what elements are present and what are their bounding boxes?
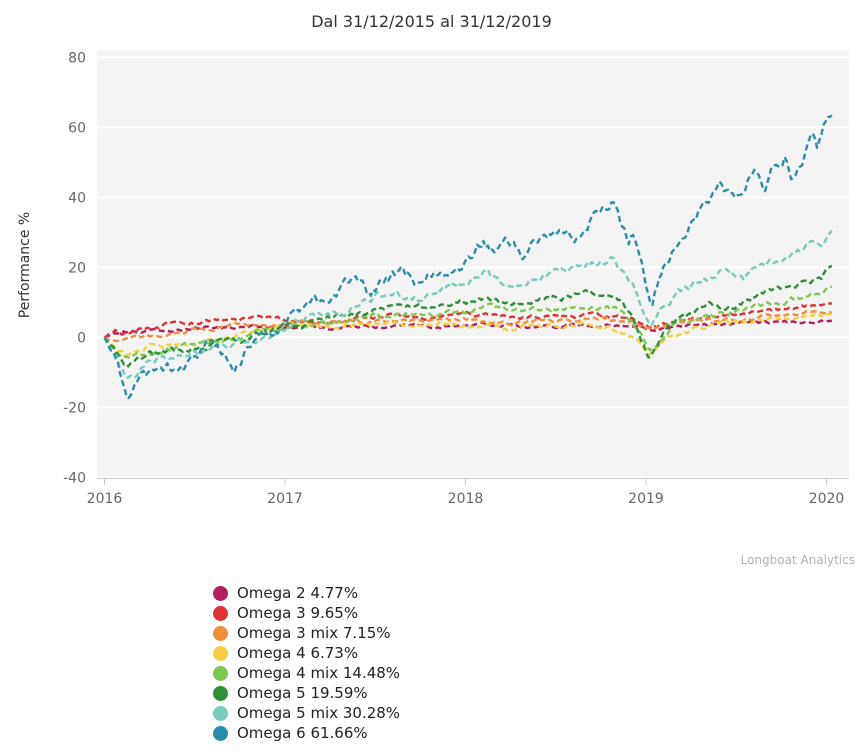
series-line-omega-6: [103, 114, 833, 400]
legend-label: Omega 6 61.66%: [237, 724, 368, 742]
legend-label: Omega 2 4.77%: [237, 584, 359, 602]
y-tick-label: -40: [63, 471, 86, 487]
legend-label: Omega 5 mix 30.28%: [237, 704, 401, 722]
series-line-omega-3: [103, 302, 833, 339]
x-tick-label: 2017: [267, 491, 303, 507]
legend-item-omega-5-mix[interactable]: Omega 5 mix 30.28%: [213, 703, 400, 723]
y-tick-label: 20: [68, 261, 86, 277]
x-tick-label: 2020: [809, 491, 845, 507]
legend-item-omega-4[interactable]: Omega 4 6.73%: [213, 643, 400, 663]
legend: Omega 2 4.77% Omega 3 9.65% Omega 3 mix 7.…: [213, 583, 400, 743]
y-tick-label: 60: [68, 121, 86, 137]
series-line-omega-5: [103, 264, 833, 368]
plot-area: [97, 50, 849, 478]
y-tick-label: 0: [77, 331, 86, 347]
legend-marker-icon: [213, 645, 228, 661]
y-tick-label: -20: [63, 401, 86, 417]
legend-label: Omega 3 mix 7.15%: [237, 624, 391, 642]
legend-marker-icon: [213, 605, 228, 621]
legend-label: Omega 5 19.59%: [237, 684, 368, 702]
legend-marker-icon: [213, 705, 228, 721]
legend-item-omega-4-mix[interactable]: Omega 4 mix 14.48%: [213, 663, 400, 683]
series-line-omega-5-mix: [103, 229, 833, 379]
legend-marker-icon: [213, 585, 228, 601]
x-tick-label: 2019: [628, 491, 664, 507]
credits-label: Longboat Analytics: [740, 553, 855, 567]
x-tick-label: 2018: [448, 491, 484, 507]
legend-item-omega-6[interactable]: Omega 6 61.66%: [213, 723, 400, 743]
legend-label: Omega 4 mix 14.48%: [237, 664, 401, 682]
x-tick-label: 2016: [87, 491, 123, 507]
series-line-omega-4: [103, 312, 833, 357]
legend-item-omega-3-mix[interactable]: Omega 3 mix 7.15%: [213, 623, 400, 643]
legend-marker-icon: [213, 685, 228, 701]
legend-label: Omega 3 9.65%: [237, 604, 359, 622]
series-line-omega-3-mix: [103, 309, 833, 343]
y-tick-label: 80: [68, 51, 86, 67]
y-tick-label: 40: [68, 191, 86, 207]
chart-title: Dal 31/12/2015 al 31/12/2019: [311, 12, 552, 31]
legend-item-omega-5[interactable]: Omega 5 19.59%: [213, 683, 400, 703]
legend-marker-icon: [213, 665, 228, 681]
legend-label: Omega 4 6.73%: [237, 644, 359, 662]
legend-marker-icon: [213, 625, 228, 641]
legend-item-omega-2[interactable]: Omega 2 4.77%: [213, 583, 400, 603]
legend-marker-icon: [213, 725, 228, 741]
legend-item-omega-3[interactable]: Omega 3 9.65%: [213, 603, 400, 623]
